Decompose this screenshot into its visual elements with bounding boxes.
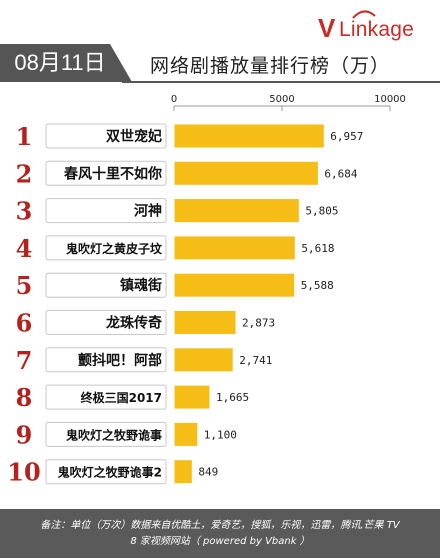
category-label-box [45, 347, 167, 373]
category-label-box [45, 235, 167, 261]
date-label: 08月11日 [14, 50, 106, 75]
category-label: 鬼吹灯之牧野诡事2 [58, 465, 162, 480]
footer-note: 备注：单位（万次）数据来自优酷土，爱奇艺，搜狐，乐视，迅雷，腾讯,芒果 TV 8… [0, 509, 440, 558]
rank-number: 10 [7, 458, 40, 487]
rank-number: 5 [16, 271, 33, 300]
logo-v: V [318, 13, 336, 43]
rank-number: 2 [16, 159, 33, 188]
value-label: 849 [198, 466, 218, 479]
category-label: 河神 [134, 203, 162, 220]
value-label: 6,684 [324, 167, 357, 180]
bar [173, 235, 296, 261]
category-label: 春风十里不如你 [63, 165, 162, 182]
footer-line-2: 8 家视频网站（ powered by Vbank ） [130, 536, 310, 547]
category-label: 颤抖吧！阿部 [78, 352, 162, 369]
logo-arc-icon [352, 10, 376, 19]
category-label: 终极三国2017 [81, 390, 162, 405]
category-label-box [45, 123, 167, 149]
category-label-box [45, 310, 167, 335]
value-label: 1,100 [204, 428, 237, 441]
category-label-box [45, 384, 167, 410]
title-underline [122, 81, 440, 83]
category-label-box [45, 272, 167, 298]
value-label: 2,873 [242, 317, 275, 330]
rank-number: 6 [16, 309, 33, 338]
category-label: 鬼吹灯之牧野诡事 [66, 427, 162, 442]
logo-text: Linkage [339, 18, 414, 41]
bar [173, 198, 300, 224]
value-label: 5,805 [305, 205, 338, 218]
x-tick-label: 0 [171, 94, 177, 105]
rank-number: 3 [16, 197, 33, 226]
footer-line-1: 备注：单位（万次）数据来自优酷土，爱奇艺，搜狐，乐视，迅雷，腾讯,芒果 TV [40, 520, 400, 531]
x-tick-label: 5000 [269, 94, 294, 105]
rank-number: 8 [16, 383, 33, 412]
bar [173, 421, 199, 447]
bar [173, 384, 211, 410]
value-label: 5,618 [301, 242, 334, 255]
bar [173, 160, 319, 186]
value-label: 2,741 [239, 354, 272, 367]
category-label: 鬼吹灯之黄皮子坟 [66, 241, 162, 256]
bar [173, 123, 325, 149]
rank-number: 7 [16, 346, 33, 375]
value-label: 6,957 [330, 130, 363, 143]
bar [173, 347, 234, 373]
category-label: 双世宠妃 [106, 128, 162, 145]
category-label-box [45, 198, 167, 224]
value-label: 5,588 [301, 279, 334, 292]
bar [173, 459, 193, 485]
value-label: 1,665 [216, 391, 249, 404]
category-label: 镇魂街 [120, 277, 162, 294]
ranking-bar-chart: 0 5000 10000 1 双世宠妃 6,957 2 春风十里不如你 6,684 3 河神 5,80… [7, 94, 406, 487]
category-label-box [45, 459, 167, 485]
vlinkage-logo: V Linkage [318, 10, 436, 43]
bar [173, 310, 237, 335]
category-label-box [45, 160, 167, 186]
chart-title: 网络剧播放量排行榜（万） [150, 55, 391, 77]
rank-number: 9 [16, 420, 33, 449]
date-tab-shape [0, 44, 132, 82]
rank-number: 4 [16, 234, 33, 263]
bar [173, 272, 296, 298]
category-label: 龙珠传奇 [105, 315, 162, 332]
x-tick-label: 10000 [374, 94, 406, 105]
category-label-box [45, 421, 167, 447]
rank-number: 1 [16, 122, 33, 151]
